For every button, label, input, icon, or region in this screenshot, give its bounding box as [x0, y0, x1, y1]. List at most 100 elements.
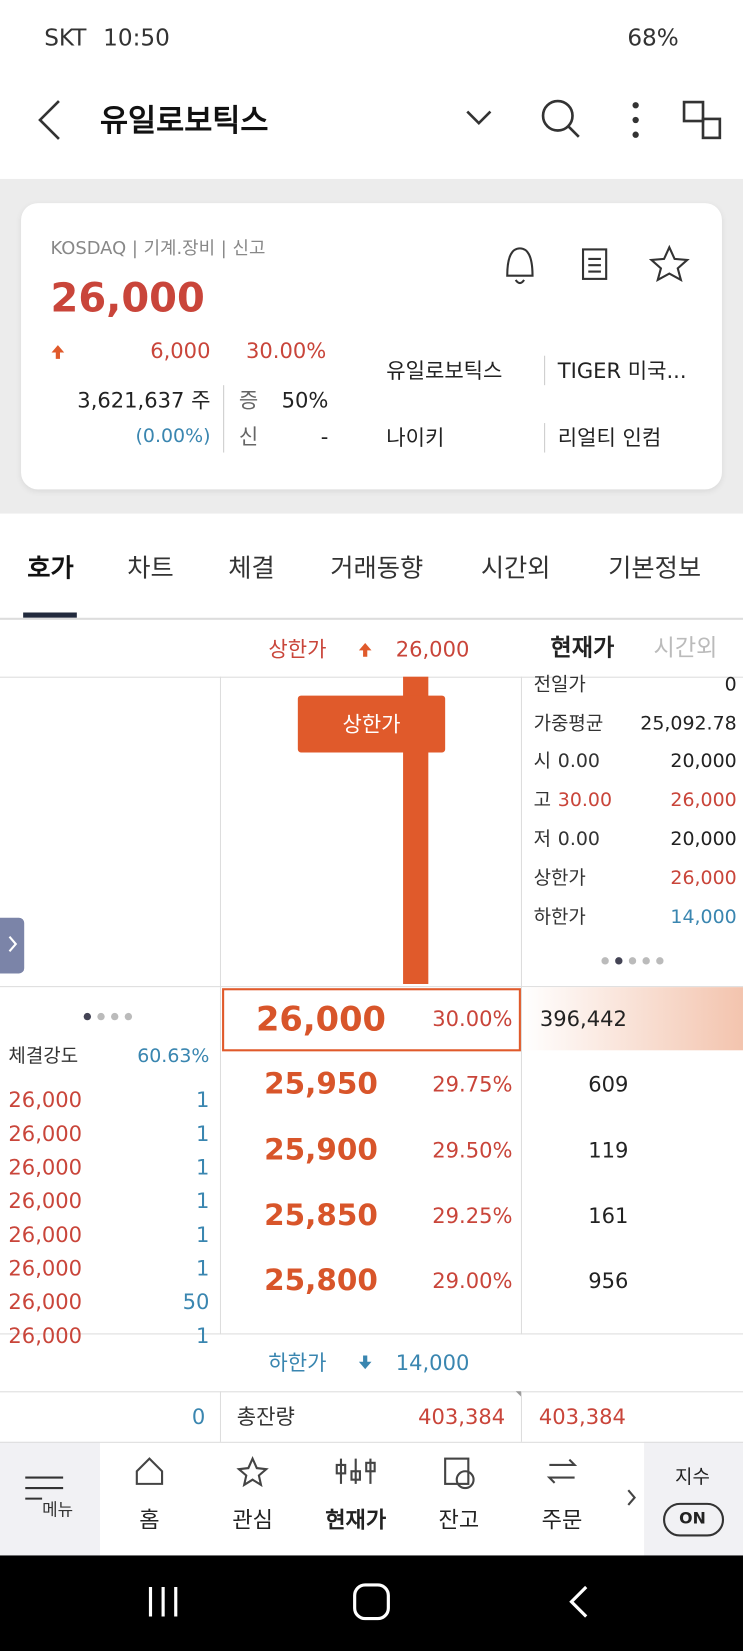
ask-rate: 29.00%	[432, 1268, 513, 1294]
info-label: 시	[533, 750, 551, 773]
info-label: 가중평균	[533, 712, 604, 735]
trade-quantity: 1	[196, 1120, 210, 1147]
carrier: SKT	[44, 25, 87, 52]
upper-limit-value: 26,000	[395, 636, 470, 662]
info-value: 26,000	[670, 867, 737, 890]
nav-label[interactable]: 관심	[232, 1507, 273, 1533]
nav-label[interactable]: 현재가	[325, 1507, 387, 1533]
view-toggle[interactable]: 시간외	[653, 635, 718, 662]
divider	[219, 676, 222, 1335]
divider	[0, 986, 743, 988]
divider	[520, 1391, 522, 1442]
total-label: 총잔량	[236, 1403, 295, 1430]
info-value: 20,000	[670, 828, 737, 851]
tab[interactable]: 기본정보	[608, 553, 702, 584]
trade-price: 26,000	[8, 1322, 83, 1349]
info-label: 상한가	[533, 867, 586, 890]
clock: 10:50	[103, 25, 170, 52]
ask-price: 25,950	[264, 1066, 378, 1102]
info-rate: 0.00	[557, 828, 600, 851]
index-state[interactable]: ON	[679, 1508, 706, 1528]
ask-quantity: 956	[588, 1268, 629, 1294]
divider	[219, 1391, 222, 1442]
stock-title: 유일로보틱스	[99, 102, 269, 139]
ask-rate: 29.50%	[432, 1137, 513, 1163]
ask-price: 25,800	[264, 1263, 378, 1298]
star-icon[interactable]	[648, 244, 690, 283]
nav-left[interactable]	[0, 1441, 100, 1556]
back-icon[interactable]	[38, 100, 60, 140]
divider	[0, 1391, 743, 1393]
divider	[0, 676, 743, 678]
dropdown-icon[interactable]	[466, 110, 492, 125]
trade-quantity: 1	[196, 1322, 210, 1349]
related-stock[interactable]: TIGER 미국...	[557, 357, 687, 384]
upper-limit-label: 상한가	[268, 636, 327, 662]
tab-indicator	[23, 612, 77, 618]
total-left: 0	[191, 1403, 206, 1430]
tab[interactable]: 호가	[27, 553, 74, 584]
lower-limit-value: 14,000	[395, 1350, 470, 1376]
divider	[544, 355, 546, 386]
total-right: 403,384	[538, 1403, 626, 1430]
related-stock[interactable]: 유일로보틱스	[386, 357, 503, 384]
trade-price: 26,000	[8, 1221, 83, 1248]
nav-label[interactable]: 잔고	[438, 1507, 480, 1533]
tab[interactable]: 거래동향	[330, 553, 424, 584]
nav-label[interactable]: 홈	[139, 1507, 160, 1533]
trade-quantity: 1	[196, 1221, 210, 1248]
side-handle[interactable]	[0, 917, 25, 974]
page-dots	[83, 957, 664, 1021]
strength-label: 체결강도	[8, 1045, 79, 1068]
up-icon	[358, 643, 372, 657]
trade-price: 26,000	[8, 1289, 83, 1315]
window-icon[interactable]	[682, 100, 705, 123]
volume: 3,621,637 주	[77, 387, 211, 413]
divider	[544, 423, 546, 453]
view-toggle[interactable]: 현재가	[550, 635, 615, 662]
related-stock[interactable]: 리얼티 인컴	[557, 425, 662, 451]
change: 6,000	[150, 337, 211, 364]
tab[interactable]: 시간외	[480, 553, 551, 584]
strength-value: 60.63%	[137, 1045, 210, 1068]
system-nav	[0, 1555, 743, 1651]
info-value: 26,000	[670, 789, 737, 812]
price: 26,000	[50, 274, 205, 321]
nav-icons[interactable]	[135, 1456, 636, 1506]
menu-icon[interactable]	[25, 1476, 64, 1500]
more-icon[interactable]	[632, 102, 639, 138]
tab[interactable]: 체결	[228, 553, 275, 584]
info-value: 0	[724, 673, 737, 696]
divider	[223, 385, 225, 453]
volume-rate: (0.00%)	[135, 425, 211, 448]
trade-quantity: 1	[196, 1087, 210, 1113]
info-label: 고	[533, 789, 551, 812]
divider	[0, 1441, 743, 1443]
system-buttons[interactable]	[148, 1583, 588, 1621]
note-icon[interactable]	[581, 248, 608, 280]
trade-price: 26,000	[8, 1188, 83, 1214]
ask-price: 25,850	[264, 1197, 378, 1233]
tab[interactable]: 차트	[127, 553, 174, 584]
info-label: 전일가	[533, 673, 586, 696]
trade-price: 26,000	[8, 1154, 83, 1180]
info-label: 하한가	[533, 906, 586, 929]
search-icon[interactable]	[541, 99, 574, 132]
bell-icon[interactable]	[506, 247, 534, 285]
related-stock[interactable]: 나이키	[386, 425, 445, 451]
info-value: 14,000	[670, 906, 737, 929]
nav-label[interactable]: 주문	[541, 1507, 583, 1533]
index-toggle[interactable]	[663, 1502, 725, 1537]
ask-quantity: 609	[588, 1071, 629, 1097]
info-value: 20,000	[670, 750, 737, 773]
limit-banner-text: 상한가	[342, 711, 401, 737]
menu-label[interactable]: 메뉴	[42, 1499, 74, 1520]
ask-quantity: 161	[588, 1202, 629, 1229]
total-middle: 403,384	[418, 1403, 506, 1430]
ask-quantity: 119	[588, 1137, 629, 1163]
down-icon	[358, 1355, 372, 1370]
limit-banner	[297, 695, 446, 753]
ask-price: 25,900	[264, 1131, 378, 1167]
